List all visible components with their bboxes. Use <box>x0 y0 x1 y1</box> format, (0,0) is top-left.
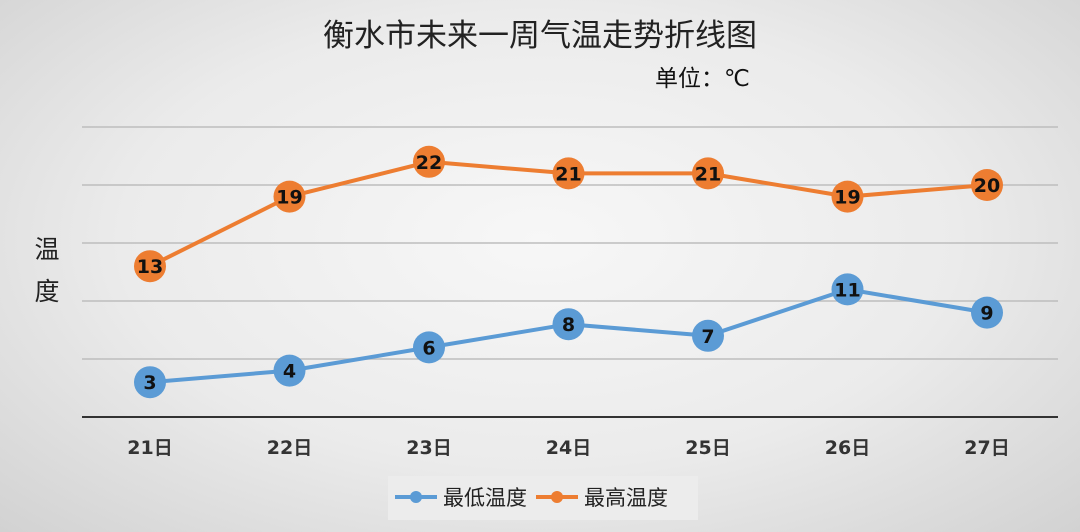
data-label: 19 <box>834 187 860 209</box>
legend: 最低温度 最高温度 <box>395 486 668 510</box>
data-label: 8 <box>562 314 575 336</box>
data-label: 7 <box>701 326 714 348</box>
data-point <box>273 354 306 387</box>
legend-marker <box>410 491 422 503</box>
x-tick-label: 23日 <box>406 437 451 459</box>
data-point <box>273 180 306 213</box>
data-label: 11 <box>834 279 860 301</box>
legend-label: 最高温度 <box>584 486 668 510</box>
data-label: 9 <box>980 303 993 325</box>
x-tick-label: 26日 <box>825 437 870 459</box>
data-label: 20 <box>974 175 1000 197</box>
data-label: 4 <box>283 361 296 383</box>
x-tick-label: 22日 <box>267 437 312 459</box>
series-group: 3 4 6 8 7 11 9 13 19 22 21 21 19 20 <box>134 145 1003 399</box>
data-point <box>552 157 585 190</box>
data-label: 19 <box>276 187 302 209</box>
data-point <box>831 273 864 306</box>
legend-marker <box>551 491 563 503</box>
data-label: 21 <box>555 163 581 185</box>
data-point <box>692 157 724 190</box>
x-tick-label: 25日 <box>685 437 730 459</box>
data-label: 13 <box>137 256 163 278</box>
y-axis-label-char: 度 <box>34 277 59 306</box>
x-tick-label: 27日 <box>964 437 1009 459</box>
data-point <box>971 296 1003 329</box>
data-point <box>134 250 166 283</box>
y-axis-label-char: 温 <box>34 235 59 264</box>
data-point <box>831 180 864 213</box>
data-point <box>971 169 1003 201</box>
x-tick-label: 24日 <box>546 437 591 459</box>
data-point <box>413 331 445 364</box>
x-axis-ticks: 21日 22日 23日 24日 25日 26日 27日 <box>127 437 1009 459</box>
legend-label: 最低温度 <box>443 486 527 510</box>
chart-title: 衡水市未来一周气温走势折线图 <box>323 18 757 54</box>
data-point <box>134 366 166 399</box>
data-point <box>552 308 585 341</box>
data-label: 3 <box>143 372 156 394</box>
chart-subtitle: 单位：℃ <box>655 66 750 92</box>
data-point <box>413 145 445 178</box>
data-label: 6 <box>422 337 435 359</box>
x-tick-label: 21日 <box>127 437 172 459</box>
data-label: 21 <box>695 163 721 185</box>
data-label: 22 <box>416 152 442 174</box>
data-point <box>692 319 724 352</box>
y-axis-label: 温度 <box>34 235 59 306</box>
